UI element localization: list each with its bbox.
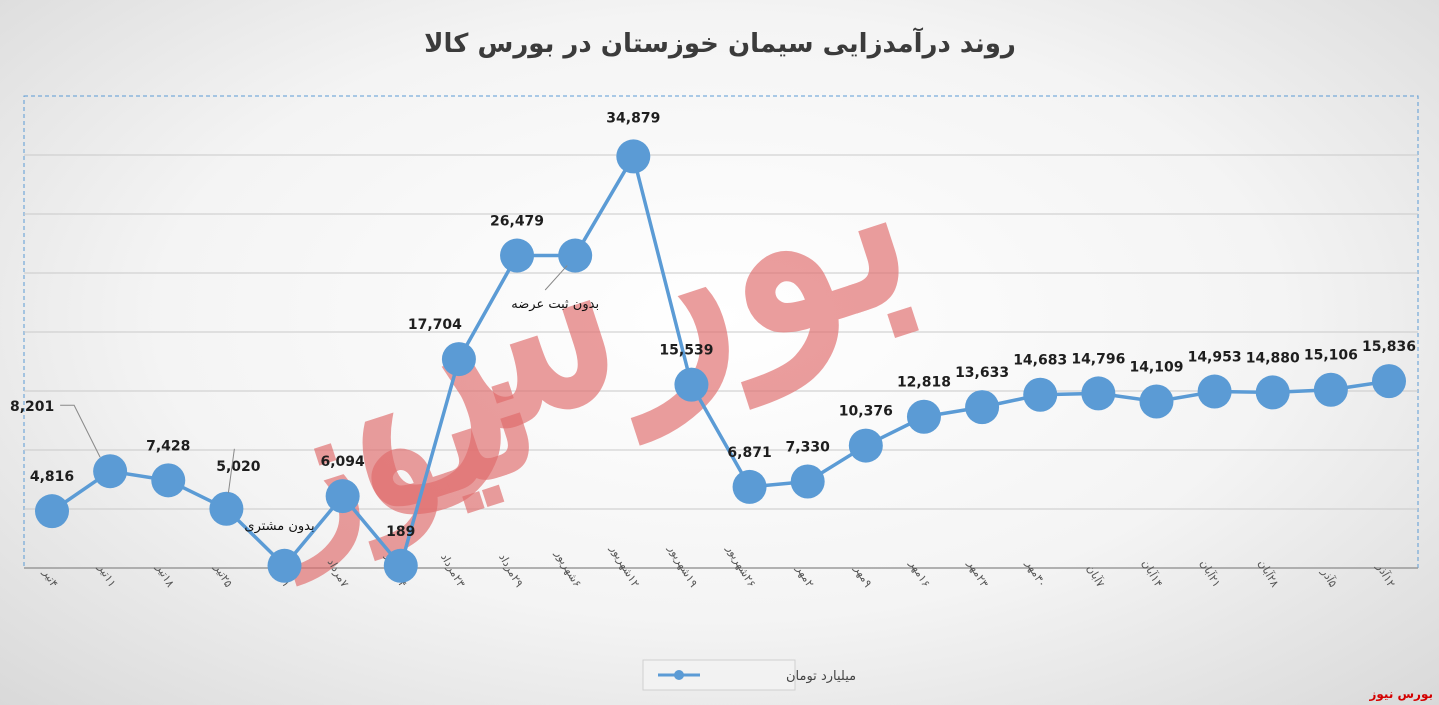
data-label: 17,704 [408,317,462,333]
legend-marker [674,670,684,680]
data-label: 6,871 [727,445,771,461]
data-point [732,469,767,504]
data-point [1081,376,1116,411]
data-point [383,548,418,583]
data-label: 15,539 [659,343,713,359]
x-tick-label: ۱۲شهریور [607,542,642,589]
data-point [906,399,941,434]
data-point [1023,377,1058,412]
data-point [325,479,360,514]
data-label: 4,816 [30,469,74,485]
data-point [441,342,476,377]
leader-line [60,404,101,458]
x-tick-label: ۲۱آبان [1197,557,1224,589]
x-tick-label: ۱۹شهریور [665,542,700,589]
data-label: 8,201 [10,399,54,415]
x-tick-label: ۱۱تیر [95,561,119,589]
x-tick-label: ۲۳مهر [965,557,991,589]
x-tick-label: ۱۴آبان [1139,557,1166,590]
x-axis-ticks: ۴تیر۱۱تیر۱۸تیر۲۵تیر۳۱تیر۷مرداد۱۴مرداد۲۳م… [40,542,1399,589]
x-tick-label: ۱۸تیر [153,561,177,589]
data-label: 189 [386,524,415,540]
data-point [209,491,244,526]
legend-label: میلیارد تومان [786,669,856,684]
data-point [1255,375,1290,410]
x-tick-label: ۲۸آبان [1255,557,1282,590]
chart-title: روند درآمدزایی سیمان خوزستان در بورس کال… [424,27,1016,59]
annotations-layer: بدون مشتری بدون ثبت عرضه [244,265,599,534]
legend: میلیارد تومان [642,659,856,691]
data-label: 26,479 [490,214,544,230]
x-tick-label: ۲۶شهریور [723,542,758,589]
x-tick-label: ۳۰مهر [1023,557,1049,589]
data-point [616,139,651,174]
x-tick-label: ۱۶مهر [906,557,932,589]
data-point [151,463,186,498]
data-point [674,367,709,402]
leader-line [544,265,568,291]
brand-mark: بورس نیوز [1369,687,1433,701]
data-point [848,428,883,463]
data-point [267,548,302,583]
data-point [790,464,825,499]
data-label: 34,879 [606,110,660,126]
x-tick-label: ۹مهر [851,562,874,589]
gridlines [24,154,1418,569]
data-label: 15,836 [1362,339,1416,355]
x-tick-label: ۷آبان [1084,562,1108,589]
data-point [1139,384,1174,419]
data-label: 10,376 [839,404,893,420]
data-point [93,454,128,489]
data-label: 13,633 [955,365,1009,381]
data-label: 14,109 [1129,360,1183,376]
data-point [500,238,535,273]
annotation-no-buyer: بدون مشتری [244,519,314,534]
x-tick-label: ۴تیر [40,566,61,589]
data-label: 7,428 [146,438,190,454]
x-tick-label: ۲۹مرداد [496,551,526,589]
series-layer: 4,816 8,201 7,428 5,020 6,094 189 17,704 26,479… [10,110,1416,583]
data-point [1197,374,1232,409]
x-tick-label: ۲۳مرداد [438,551,468,589]
annotation-no-offer: بدون ثبت عرضه [511,297,599,312]
data-label: 12,818 [897,375,951,391]
data-label: 5,020 [216,459,261,475]
data-label: 7,330 [786,440,831,456]
data-label: 14,880 [1246,350,1300,366]
data-label: 14,796 [1071,351,1125,367]
data-label: 6,094 [321,454,366,470]
data-label: 14,953 [1188,350,1242,366]
x-tick-label: ۲مهر [793,562,816,589]
x-tick-label: ۲۵تیر [211,561,235,589]
leader-line [227,448,235,493]
data-point [558,238,593,273]
x-tick-label: ۱۲آذر [1373,560,1398,590]
data-label: 15,106 [1304,348,1358,364]
data-label: 14,683 [1013,353,1067,369]
data-point [35,494,69,529]
data-point [1313,372,1348,407]
data-point [965,390,1000,425]
data-point [1372,364,1406,399]
